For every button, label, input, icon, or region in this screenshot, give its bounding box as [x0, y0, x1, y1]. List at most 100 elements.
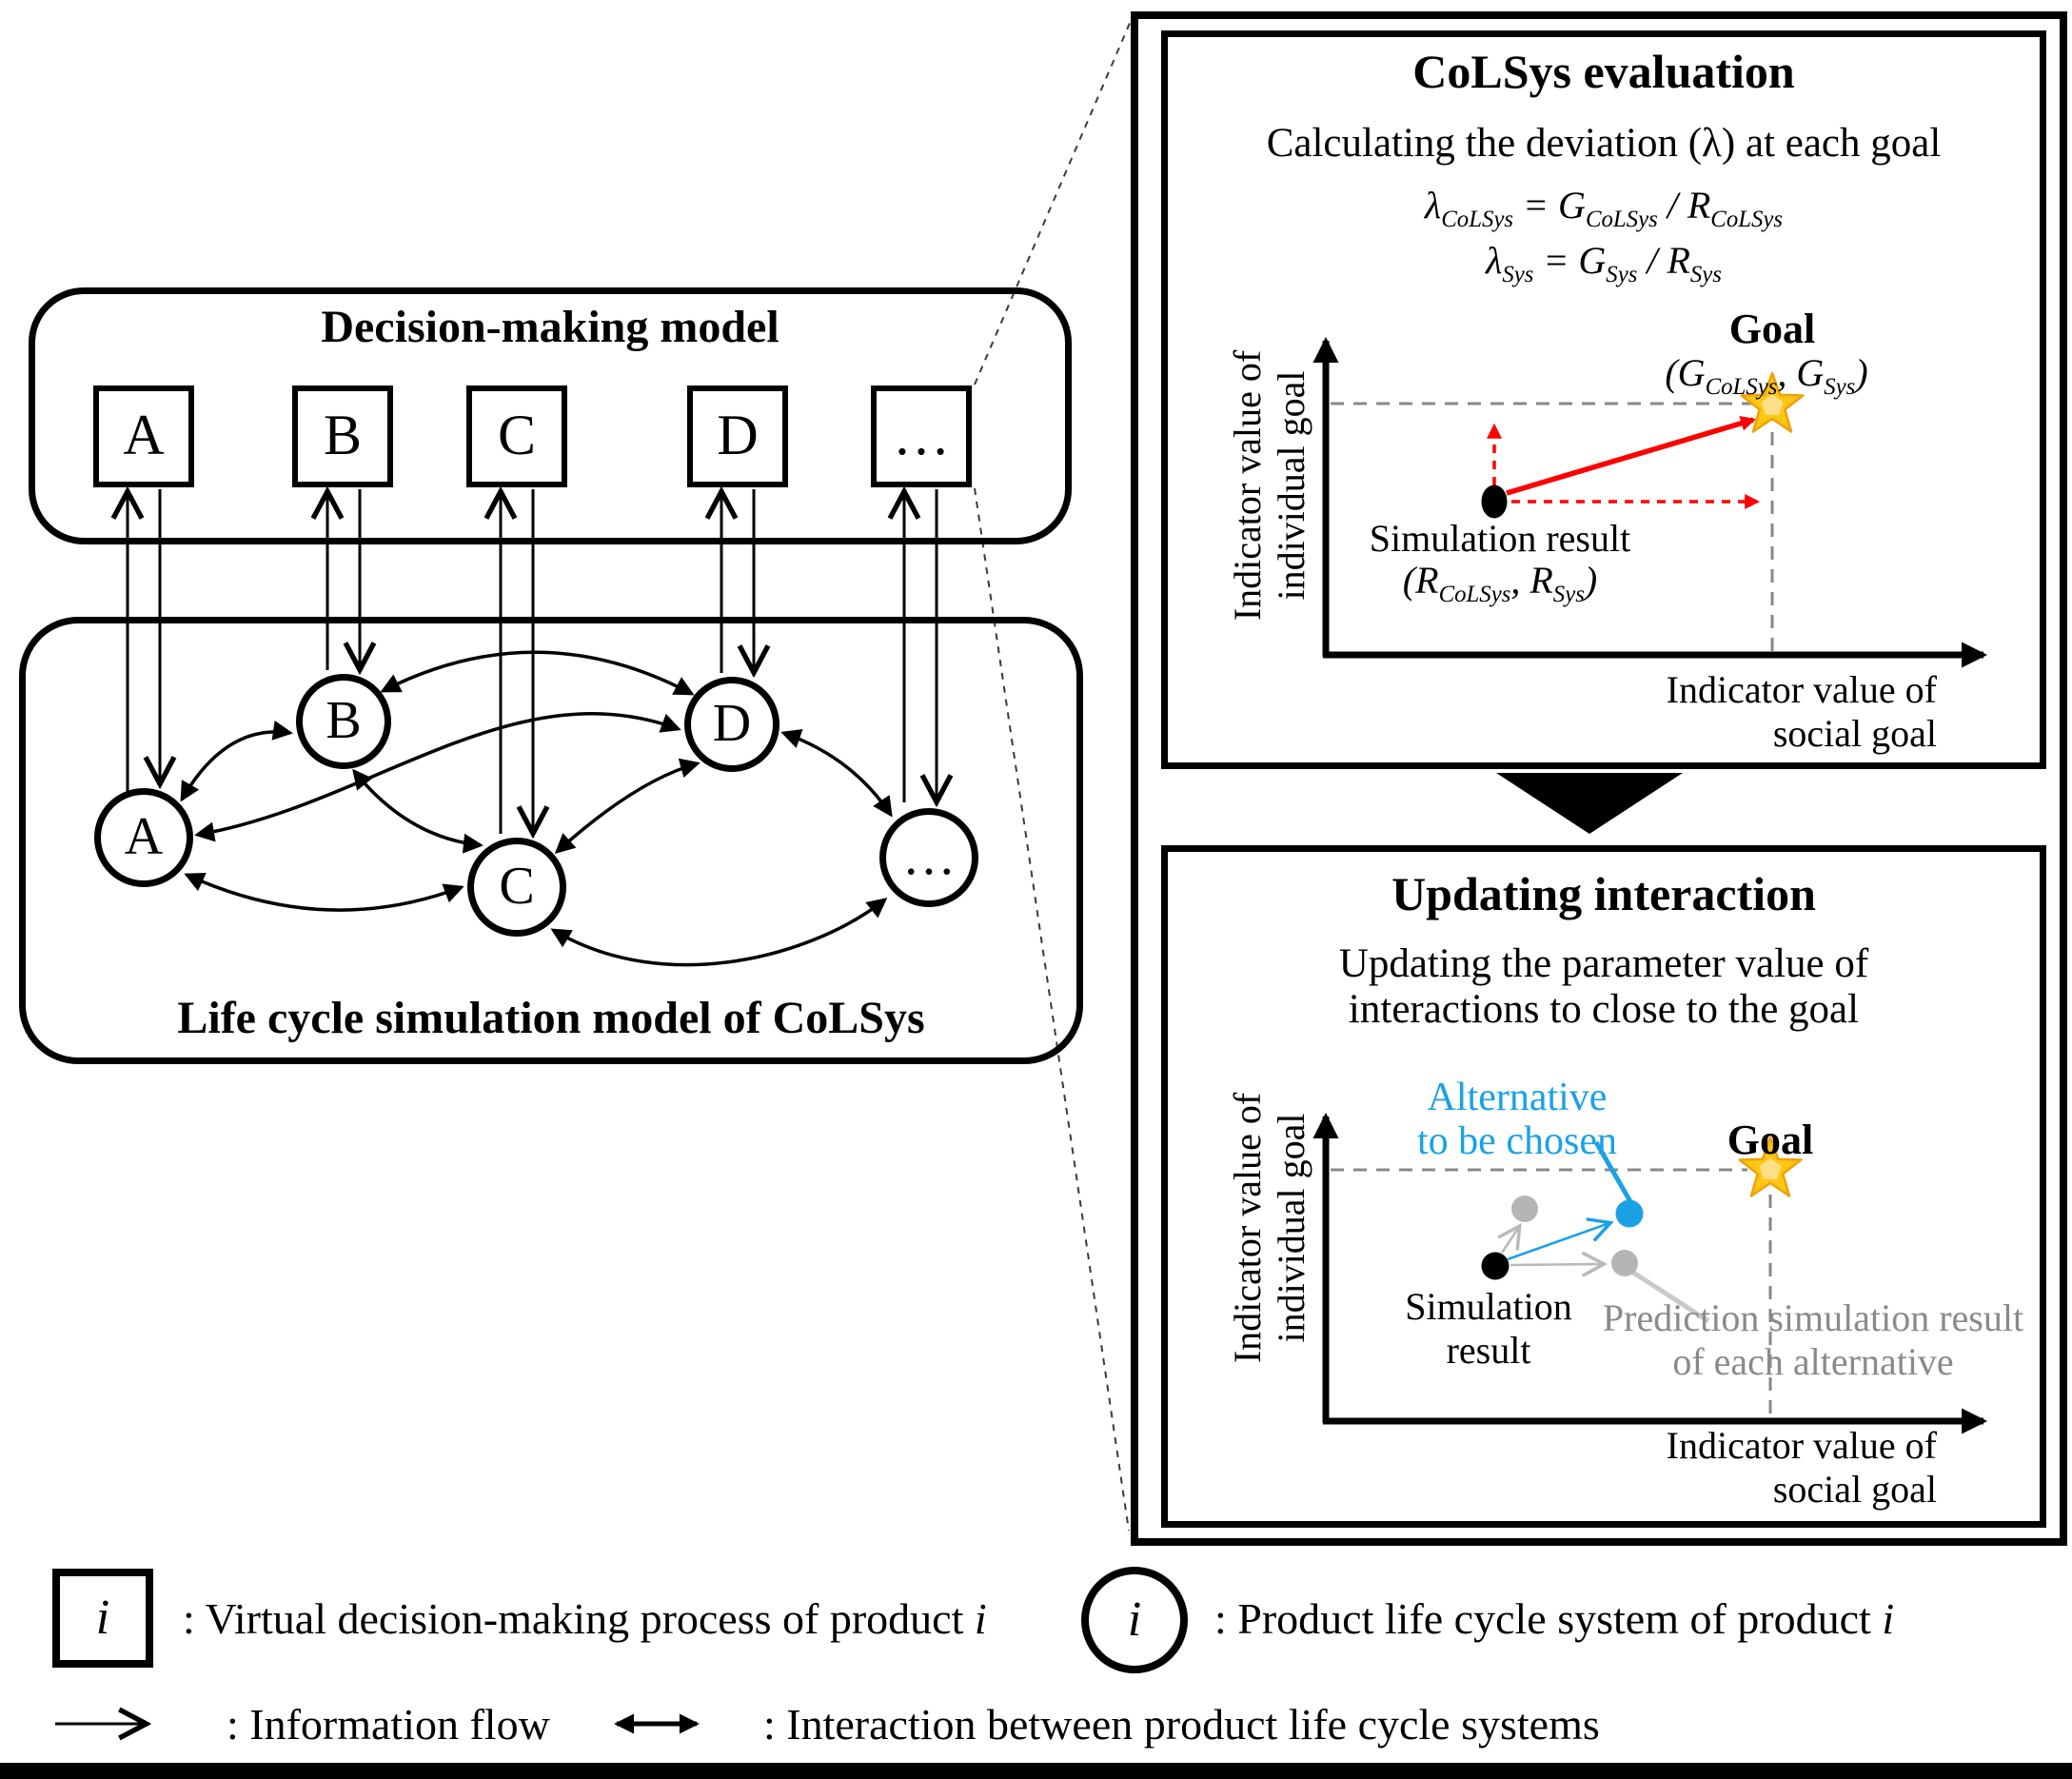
plot2-goal-label: Goal: [1727, 1117, 1814, 1163]
plot2-alt-label-line2: to be chosen: [1417, 1119, 1617, 1164]
updating-subtitle-line2: interactions to close to the goal: [1348, 987, 1860, 1032]
evaluation-panel: [1161, 30, 2046, 769]
goal-coords-p2: , G: [1777, 351, 1825, 394]
system-node-d-label: D: [712, 694, 752, 753]
plot2-simulation-dot: [1481, 1252, 1510, 1280]
bottom-black-bar: [0, 1763, 2072, 1779]
formula2-sub3: Sys: [1689, 262, 1722, 287]
goal-coords-s2: Sys: [1824, 374, 1856, 400]
decision-node-a-label: A: [123, 404, 165, 466]
legend-circle-text-main: : Product life cycle system of product: [1214, 1594, 1883, 1643]
legend-square-symbol: i: [52, 1569, 153, 1668]
formula2-lambda: λ: [1486, 239, 1503, 282]
legend-circle-i: i: [1127, 1592, 1142, 1647]
sim-coords-p1: (R: [1402, 559, 1439, 602]
sim-coords-s2: Sys: [1552, 582, 1585, 607]
simulation-model-title: Life cycle simulation model of CoLSys: [177, 993, 925, 1043]
formula1-mid: = G: [1513, 184, 1586, 227]
decision-model-title: Decision-making model: [321, 302, 779, 352]
plot2-cyan-pointer: [1593, 1140, 1638, 1212]
decision-node-c: C: [466, 385, 567, 487]
plot2-alternative-label: Alternative to be chosen: [1374, 1076, 1660, 1163]
formula1-lambda: λ: [1424, 184, 1442, 227]
system-node-b-label: B: [326, 691, 362, 750]
plot1-y-label-line1: Indicator value of: [1226, 349, 1269, 622]
decision-node-b: B: [292, 385, 393, 487]
formula1-end: / R: [1657, 184, 1711, 227]
plot2-y-axis-label: Indicator value of individual goal: [1226, 1023, 1321, 1433]
plot2-pred-label-line2: of each alternative: [1672, 1339, 1954, 1383]
plot2-y-label-line2: individual goal: [1269, 1113, 1312, 1343]
formula-lambda-colsys: λCoLSys = GCoLSys / RCoLSys: [1163, 183, 2044, 233]
formula2-sub1: Sys: [1502, 262, 1534, 287]
formula-lambda-sys: λSys = GSys / RSys: [1163, 238, 2044, 288]
right-detail-container: [1131, 11, 2067, 1546]
decision-node-c-label: C: [497, 404, 537, 466]
flow-down-triangle: [1496, 773, 1683, 834]
decision-model-box: [29, 287, 1072, 544]
system-node-a: A: [94, 788, 193, 887]
legend-interaction-text: : Interaction between product life cycle…: [763, 1700, 1600, 1749]
plot1-red-goal-arrow: [1506, 415, 1757, 496]
plot1-goal-coords: (GCoLSys, GSys): [1600, 350, 1933, 401]
decision-node-d-label: D: [717, 404, 759, 466]
plot1-simulation-label: Simulation result: [1369, 517, 1631, 560]
plot2-prediction-label: Prediction simulation result of each alt…: [1575, 1296, 2051, 1383]
system-node-d: D: [684, 677, 779, 772]
evaluation-subtitle: Calculating the deviation (λ) at each go…: [1266, 121, 1942, 166]
system-node-c-label: C: [499, 857, 535, 916]
plot2-alternative-dot: [1615, 1199, 1644, 1228]
updating-title: Updating interaction: [1391, 867, 1816, 920]
plot2-alt-label-line1: Alternative: [1427, 1076, 1608, 1119]
decision-node-d: D: [687, 385, 788, 487]
interaction-c-etc: [550, 898, 888, 967]
plot2-goal-star: [1738, 1136, 1803, 1197]
plot2-simulation-label: Simulation result: [1393, 1285, 1584, 1372]
simulation-model-box: [19, 617, 1083, 1064]
plot1-y-axis-label: Indicator value of individual goal: [1226, 281, 1321, 690]
interaction-a-c: [184, 872, 464, 912]
decision-node-etc: …: [871, 385, 972, 487]
goal-coords-s1: CoLSys: [1705, 374, 1778, 400]
sim-coords-p3: ): [1584, 559, 1598, 602]
plot1-goal-label: Goal: [1728, 306, 1816, 352]
plot2-y-label-line1: Indicator value of: [1226, 1092, 1269, 1364]
plot2-pred-label-line1: Prediction simulation result: [1602, 1296, 2024, 1339]
evaluation-title: CoLSys evaluation: [1412, 45, 1795, 98]
interaction-d-etc: [780, 729, 893, 818]
formula2-sub2: Sys: [1606, 262, 1638, 287]
plot1-simulation-coords: (RCoLSys, RSys): [1357, 558, 1643, 608]
system-node-a-label: A: [124, 807, 164, 866]
evaluation-plot: [1312, 336, 1988, 668]
interaction-b-c: [352, 768, 483, 854]
legend-info-flow-text: : Information flow: [227, 1700, 550, 1749]
zoom-connector-bottom: [974, 487, 1130, 1532]
interaction-c-d: [554, 758, 701, 854]
legend-circle-symbol: i: [1081, 1567, 1188, 1673]
formula2-mid: = G: [1533, 239, 1607, 282]
sim-coords-s1: CoLSys: [1438, 582, 1511, 607]
decision-node-a: A: [93, 385, 194, 487]
plot2-prediction-dot-2: [1611, 1250, 1638, 1276]
legend-square-i: i: [95, 1591, 110, 1645]
formula1-sub2: CoLSys: [1585, 207, 1658, 232]
formula1-sub1: CoLSys: [1441, 207, 1514, 232]
interaction-a-d: [194, 712, 681, 842]
decision-node-b-label: B: [323, 404, 363, 466]
plot2-x-label-line2: social goal: [1772, 1467, 1937, 1511]
plot2-arrow-to-gray1: [1497, 1222, 1522, 1254]
interaction-curves: [180, 650, 893, 967]
plot2-x-axis-label: Indicator value of social goal: [1599, 1424, 1937, 1511]
updating-plot: [1312, 1112, 1988, 1434]
system-node-c: C: [467, 838, 566, 937]
legend-circle-text-italic: i: [1882, 1594, 1895, 1643]
legend-square-text: : Virtual decision-making process of pro…: [183, 1593, 987, 1644]
goal-coords-p1: (G: [1665, 351, 1706, 394]
plot2-x-label-line1: Indicator value of: [1666, 1424, 1937, 1467]
system-node-etc: …: [879, 808, 978, 907]
updating-panel: [1161, 845, 2046, 1528]
system-node-etc-label: …: [902, 827, 956, 886]
interaction-b-d: [380, 650, 695, 696]
plot1-x-axis-label: Indicator value of social goal: [1599, 668, 1937, 755]
